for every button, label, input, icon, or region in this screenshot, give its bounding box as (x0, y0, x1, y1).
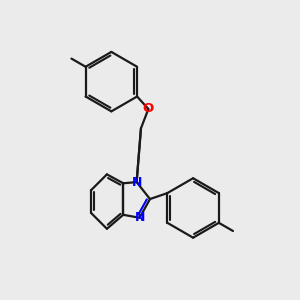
Text: O: O (143, 103, 154, 116)
Text: N: N (134, 211, 145, 224)
Text: N: N (131, 176, 142, 189)
